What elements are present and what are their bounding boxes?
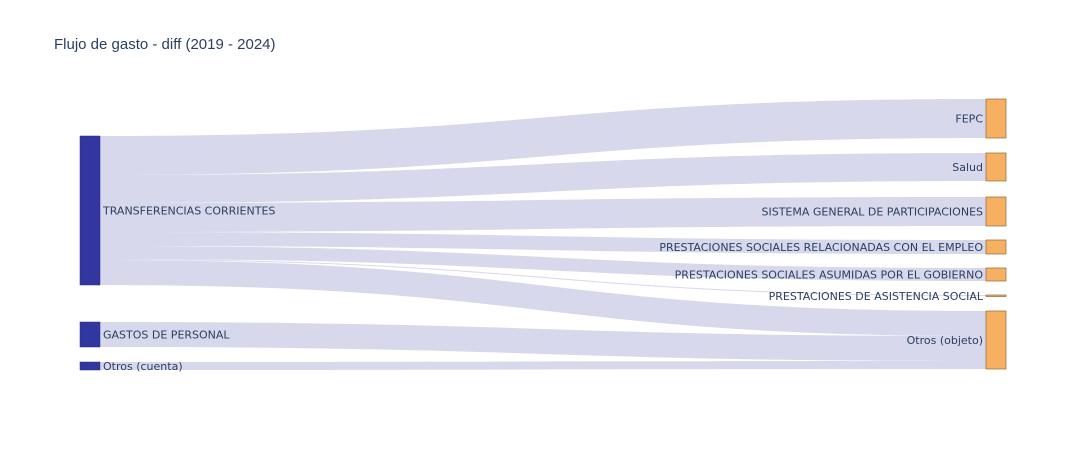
- sankey-node-label-sgp: SISTEMA GENERAL DE PARTICIPACIONES: [762, 206, 984, 219]
- sankey-node-fepc[interactable]: [985, 98, 1007, 139]
- sankey-node-empleo[interactable]: [985, 239, 1007, 255]
- sankey-link-tc-fepc[interactable]: [100, 99, 986, 175]
- sankey-node-salud[interactable]: [985, 152, 1007, 182]
- sankey-node-sgp[interactable]: [985, 196, 1007, 227]
- sankey-node-gobierno[interactable]: [985, 267, 1007, 282]
- sankey-node-label-gp: GASTOS DE PERSONAL: [103, 329, 230, 342]
- sankey-node-label-asistencia: PRESTACIONES DE ASISTENCIA SOCIAL: [769, 290, 984, 303]
- sankey-link-tc-gobierno[interactable]: [100, 246, 986, 281]
- sankey-node-gp[interactable]: [79, 321, 101, 348]
- sankey-link-tc-salud[interactable]: [100, 153, 986, 203]
- sankey-node-label-empleo: PRESTACIONES SOCIALES RELACIONADAS CON E…: [659, 241, 983, 254]
- sankey-node-otros[interactable]: [985, 310, 1007, 370]
- sankey-link-tc-sgp[interactable]: [100, 197, 986, 232]
- sankey-node-label-fepc: FEPC: [955, 113, 983, 126]
- sankey-link-oc-otros[interactable]: [100, 361, 986, 370]
- sankey-node-label-salud: Salud: [952, 161, 983, 174]
- sankey-node-label-gobierno: PRESTACIONES SOCIALES ASUMIDAS POR EL GO…: [675, 269, 984, 282]
- sankey-node-tc[interactable]: [79, 135, 101, 286]
- chart-title: Flujo de gasto - diff (2019 - 2024): [54, 36, 276, 53]
- sankey-node-label-tc: TRANSFERENCIAS CORRIENTES: [102, 205, 275, 218]
- sankey-node-asistencia[interactable]: [985, 294, 1007, 297]
- sankey-link-tc-asistencia[interactable]: [100, 259, 986, 296]
- sankey-node-label-oc: Otros (cuenta): [103, 360, 183, 373]
- sankey-link-tc-empleo[interactable]: [100, 232, 986, 254]
- sankey-link-gp-otros[interactable]: [100, 322, 986, 361]
- sankey-node-label-otros: Otros (objeto): [907, 334, 983, 347]
- sankey-node-oc[interactable]: [79, 361, 101, 371]
- sankey-link-tc-otros[interactable]: [100, 260, 986, 336]
